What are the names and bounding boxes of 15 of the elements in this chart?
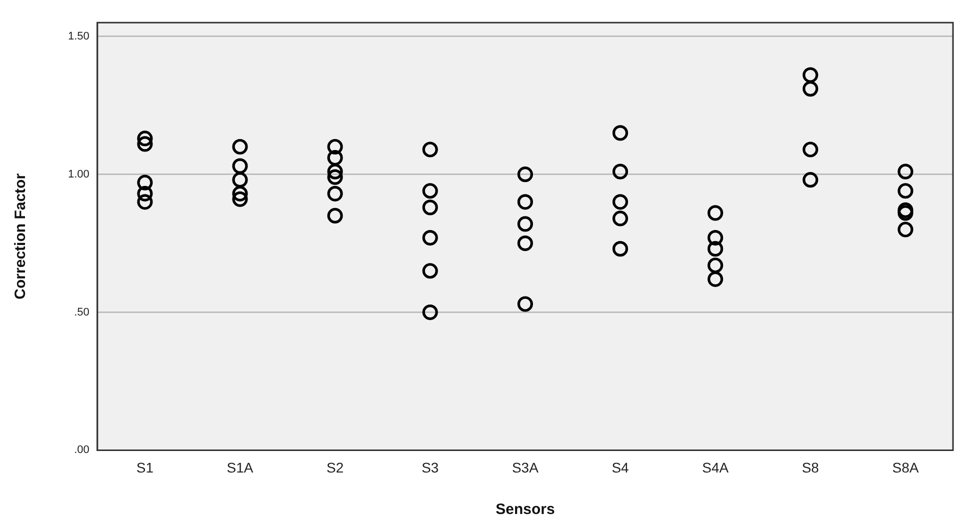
y-axis-title: Correction Factor — [12, 173, 30, 300]
x-tick-label: S8A — [892, 459, 920, 476]
x-tick-label: S8 — [802, 459, 820, 476]
x-tick-label: S1A — [226, 459, 254, 476]
x-tick-label: S1 — [136, 459, 154, 476]
x-tick-label: S4 — [612, 459, 630, 476]
x-tick-label: S3A — [512, 459, 540, 476]
x-axis-title: Sensors — [496, 501, 555, 518]
y-tick-label: .00 — [74, 444, 90, 456]
y-tick-label: 1.00 — [68, 168, 90, 180]
x-tick-label: S2 — [326, 459, 344, 476]
y-tick-label: 1.50 — [68, 30, 90, 42]
x-tick-label: S4A — [702, 459, 730, 476]
y-tick-label: .50 — [74, 306, 90, 318]
x-tick-label: S3 — [422, 459, 439, 476]
